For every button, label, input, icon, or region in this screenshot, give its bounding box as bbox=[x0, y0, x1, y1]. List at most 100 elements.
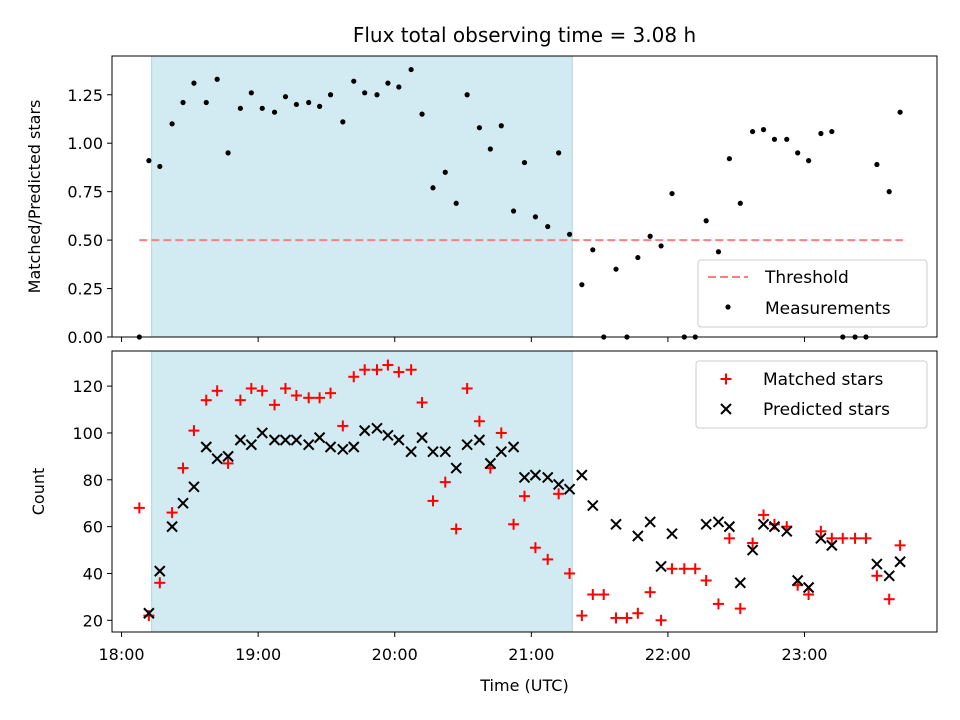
matched-point bbox=[632, 607, 644, 619]
matched-point bbox=[849, 532, 861, 544]
measurement-point bbox=[498, 123, 504, 129]
measurement-point bbox=[476, 125, 483, 131]
matched-point bbox=[678, 563, 690, 575]
matched-point bbox=[314, 392, 326, 404]
measurement-point bbox=[897, 109, 903, 115]
measurement-point bbox=[737, 200, 743, 206]
measurement-point bbox=[590, 247, 596, 253]
measurement-point bbox=[180, 99, 186, 106]
matched-point bbox=[644, 586, 656, 598]
measurement-point bbox=[419, 111, 425, 117]
predicted-point bbox=[757, 518, 770, 530]
bottom-y-tick-label: 60 bbox=[83, 518, 103, 537]
measurement-point bbox=[795, 150, 801, 156]
measurement-point bbox=[453, 200, 459, 206]
measurement-point bbox=[464, 92, 470, 98]
bottom-y-tick-label: 120 bbox=[72, 377, 103, 396]
matched-point bbox=[495, 427, 507, 439]
matched-point bbox=[700, 574, 712, 586]
bottom-axes-frame bbox=[111, 350, 938, 633]
legend-matched-label: Matched stars bbox=[763, 370, 883, 390]
measurement-point bbox=[169, 121, 175, 127]
measurement-point bbox=[886, 189, 892, 195]
measurement-point bbox=[408, 66, 414, 73]
bottom-x-tick-label: 23:00 bbox=[781, 645, 827, 664]
measurement-point bbox=[635, 254, 641, 261]
matched-point bbox=[359, 364, 371, 376]
measurement-point bbox=[579, 282, 585, 288]
measurement-point bbox=[146, 158, 152, 164]
predicted-point bbox=[256, 427, 268, 439]
bottom-x-tick-label: 19:00 bbox=[235, 645, 281, 664]
matched-point bbox=[269, 399, 281, 411]
bottom-panel: 18:00 19:00 20:00 21:00 22:00 23:00 20 40 60 80 1… bbox=[29, 350, 938, 695]
measurement-point bbox=[715, 249, 722, 255]
measurement-point bbox=[214, 76, 220, 82]
x-axis-label: Time (UTC) bbox=[479, 676, 568, 695]
measurement-point bbox=[487, 146, 493, 152]
matched-point bbox=[439, 476, 451, 488]
measurement-point bbox=[396, 84, 402, 90]
predicted-point bbox=[154, 565, 166, 577]
legend-predicted-swatch bbox=[720, 403, 732, 415]
predicted-point bbox=[188, 481, 200, 493]
measurement-point bbox=[340, 119, 346, 125]
predicted-point bbox=[723, 520, 736, 533]
predicted-point bbox=[200, 441, 212, 453]
predicted-point bbox=[815, 532, 827, 545]
predicted-point bbox=[781, 525, 793, 538]
matched-point bbox=[883, 593, 895, 605]
top-y-tick-label: 0.50 bbox=[67, 231, 103, 250]
matched-point bbox=[894, 539, 906, 551]
top-y-tick-label: 0.25 bbox=[67, 280, 103, 299]
predicted-point bbox=[610, 518, 622, 530]
predicted-point bbox=[405, 445, 417, 458]
predicted-point bbox=[337, 443, 349, 456]
matched-point bbox=[290, 389, 302, 401]
matched-point bbox=[747, 537, 759, 549]
top-panel: 0.00 0.25 0.50 0.75 1.00 1.25 Flux total obse… bbox=[25, 23, 938, 347]
legend-threshold-label: Threshold bbox=[764, 268, 849, 288]
matched-point bbox=[815, 525, 827, 537]
measurement-point bbox=[806, 158, 812, 164]
predicted-point bbox=[439, 445, 451, 458]
predicted-point bbox=[371, 422, 383, 434]
predicted-point bbox=[655, 560, 667, 573]
matched-point bbox=[758, 509, 770, 521]
matched-point bbox=[723, 532, 735, 544]
matched-point bbox=[587, 589, 599, 601]
predicted-point bbox=[644, 516, 656, 528]
matched-point bbox=[837, 532, 849, 544]
top-y-tick-label: 1.25 bbox=[67, 86, 103, 105]
predicted-point bbox=[802, 581, 815, 594]
predicted-point bbox=[222, 450, 234, 463]
measurement-point bbox=[203, 99, 209, 106]
measurement-point bbox=[726, 156, 732, 162]
matched-point bbox=[860, 532, 872, 544]
matched-point bbox=[519, 490, 530, 502]
matched-point bbox=[542, 553, 554, 565]
measurement-point bbox=[532, 214, 539, 220]
top-y-tick-label: 1.00 bbox=[67, 134, 103, 153]
matched-point bbox=[712, 598, 724, 610]
measurement-point bbox=[556, 150, 562, 156]
chart-title: Flux total observing time = 3.08 h bbox=[353, 23, 696, 47]
predicted-point bbox=[768, 520, 781, 533]
predicted-point bbox=[746, 544, 759, 556]
predicted-point bbox=[700, 518, 712, 530]
predicted-point bbox=[427, 445, 439, 458]
measurement-point bbox=[703, 218, 709, 224]
measurement-point bbox=[818, 130, 824, 137]
matched-point bbox=[461, 382, 473, 394]
measurement-point bbox=[327, 92, 334, 98]
matched-point bbox=[303, 392, 315, 404]
measurement-point bbox=[237, 105, 243, 111]
legend-predicted-label: Predicted stars bbox=[763, 400, 890, 420]
matched-point bbox=[256, 385, 268, 397]
predicted-point bbox=[894, 556, 906, 568]
legend-x-marker bbox=[720, 403, 732, 415]
measurement-point bbox=[658, 243, 664, 249]
matched-point bbox=[405, 364, 417, 376]
bottom-x-ticks: 18:00 19:00 20:00 21:00 22:00 23:00 bbox=[99, 632, 828, 664]
